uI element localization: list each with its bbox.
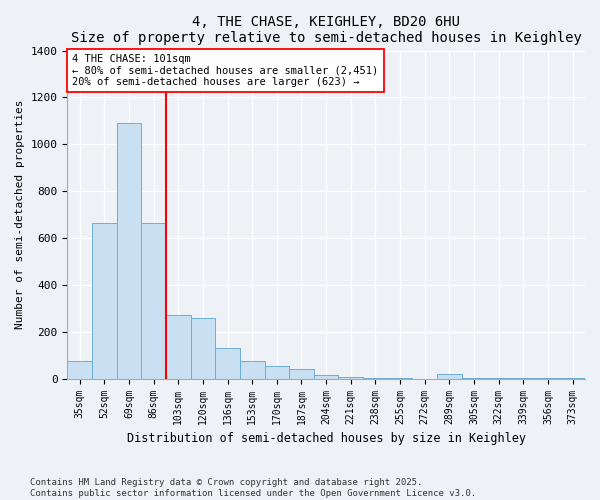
Bar bbox=[67, 361, 92, 378]
Bar bbox=[92, 223, 116, 378]
Bar bbox=[437, 374, 462, 378]
Text: 4 THE CHASE: 101sqm
← 80% of semi-detached houses are smaller (2,451)
20% of sem: 4 THE CHASE: 101sqm ← 80% of semi-detach… bbox=[73, 54, 379, 87]
Bar bbox=[265, 366, 289, 378]
Bar bbox=[240, 361, 265, 378]
Bar bbox=[338, 377, 363, 378]
Text: Contains HM Land Registry data © Crown copyright and database right 2025.
Contai: Contains HM Land Registry data © Crown c… bbox=[30, 478, 476, 498]
Bar bbox=[166, 316, 191, 378]
Title: 4, THE CHASE, KEIGHLEY, BD20 6HU
Size of property relative to semi-detached hous: 4, THE CHASE, KEIGHLEY, BD20 6HU Size of… bbox=[71, 15, 581, 45]
Y-axis label: Number of semi-detached properties: Number of semi-detached properties bbox=[15, 100, 25, 330]
X-axis label: Distribution of semi-detached houses by size in Keighley: Distribution of semi-detached houses by … bbox=[127, 432, 526, 445]
Bar bbox=[191, 318, 215, 378]
Bar bbox=[141, 223, 166, 378]
Bar bbox=[215, 348, 240, 378]
Bar bbox=[116, 123, 141, 378]
Bar bbox=[314, 375, 338, 378]
Bar bbox=[289, 370, 314, 378]
